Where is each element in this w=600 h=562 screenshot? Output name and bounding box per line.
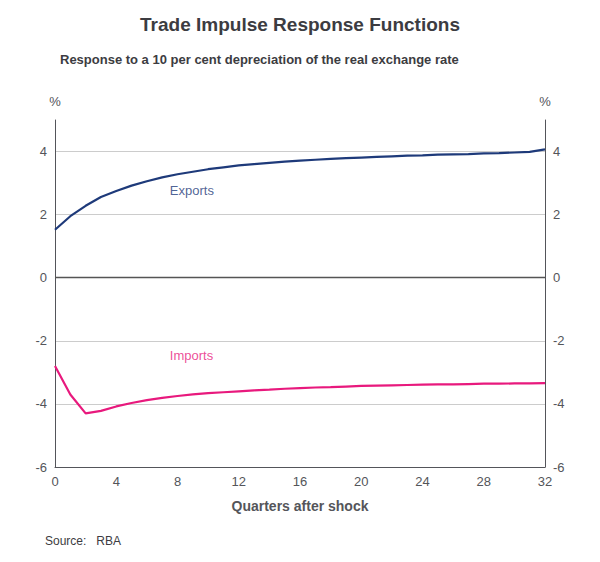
svg-text:-4: -4	[35, 396, 47, 411]
svg-text:Trade Impulse Response Functio: Trade Impulse Response Functions	[140, 14, 460, 35]
svg-text:Source: RBA: Source: RBA	[45, 534, 121, 548]
svg-text:0: 0	[553, 270, 560, 285]
svg-text:%: %	[539, 94, 551, 109]
svg-text:-6: -6	[553, 460, 565, 475]
svg-text:8: 8	[174, 474, 181, 489]
svg-text:24: 24	[415, 474, 429, 489]
svg-text:2: 2	[40, 207, 47, 222]
svg-text:4: 4	[553, 144, 560, 159]
svg-text:%: %	[49, 94, 61, 109]
svg-text:Imports: Imports	[170, 348, 214, 363]
svg-text:28: 28	[477, 474, 491, 489]
svg-text:Response to a 10 per cent depr: Response to a 10 per cent depreciation o…	[60, 52, 459, 67]
svg-text:Quarters after shock: Quarters after shock	[232, 498, 369, 514]
svg-text:-2: -2	[35, 333, 47, 348]
svg-text:-6: -6	[35, 460, 47, 475]
svg-text:Exports: Exports	[170, 183, 215, 198]
svg-text:0: 0	[40, 270, 47, 285]
svg-text:0: 0	[51, 474, 58, 489]
svg-text:-2: -2	[553, 333, 565, 348]
svg-text:4: 4	[113, 474, 120, 489]
svg-text:-4: -4	[553, 396, 565, 411]
svg-text:4: 4	[40, 144, 47, 159]
svg-text:32: 32	[538, 474, 552, 489]
svg-text:2: 2	[553, 207, 560, 222]
svg-text:16: 16	[293, 474, 307, 489]
svg-text:12: 12	[232, 474, 246, 489]
svg-text:20: 20	[354, 474, 368, 489]
